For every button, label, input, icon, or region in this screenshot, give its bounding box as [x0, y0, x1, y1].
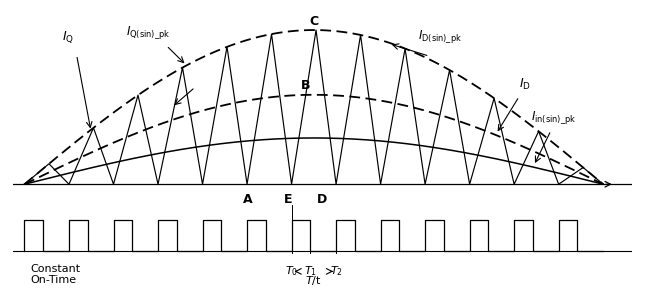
Text: E: E	[284, 193, 292, 206]
Text: $I_\mathrm{D}$: $I_\mathrm{D}$	[519, 77, 531, 92]
Text: $I_\mathrm{Q}$: $I_\mathrm{Q}$	[62, 30, 74, 46]
Text: B: B	[301, 79, 310, 92]
Text: A: A	[243, 193, 252, 206]
Text: $T$/t: $T$/t	[306, 274, 322, 287]
Text: C: C	[309, 15, 319, 28]
Text: D: D	[317, 193, 328, 206]
Text: $T_0$: $T_0$	[285, 264, 298, 278]
Text: $T_1$: $T_1$	[304, 264, 317, 278]
Text: Constant
On-Time: Constant On-Time	[30, 264, 81, 285]
Text: $I_\mathrm{D(sin)\_pk}$: $I_\mathrm{D(sin)\_pk}$	[418, 29, 462, 46]
Text: $I_\mathrm{Q(sin)\_pk}$: $I_\mathrm{Q(sin)\_pk}$	[126, 24, 170, 41]
Text: $I_\mathrm{in(sin)\_pk}$: $I_\mathrm{in(sin)\_pk}$	[531, 109, 576, 126]
Text: $T_2$: $T_2$	[330, 264, 342, 278]
